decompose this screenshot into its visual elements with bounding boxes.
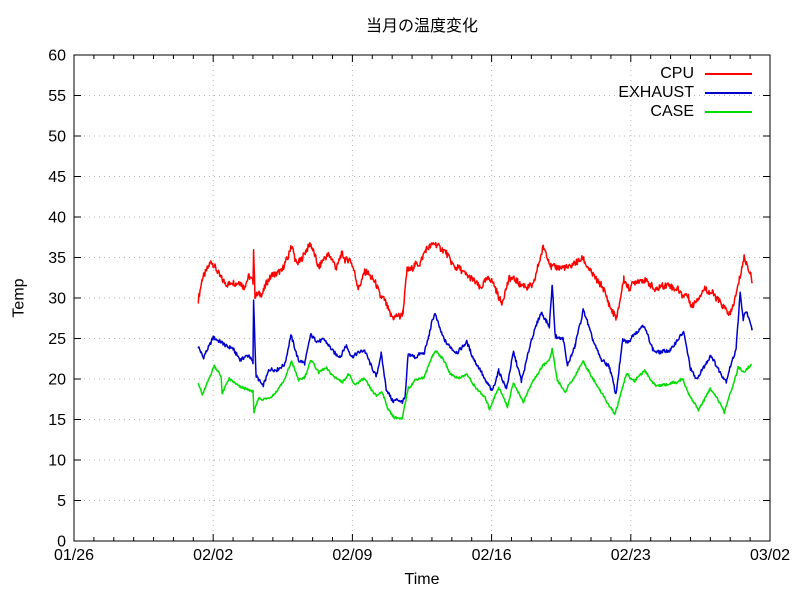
x-tick-label: 01/26 <box>54 547 94 564</box>
y-tick-label: 0 <box>57 534 66 551</box>
y-tick-label: 50 <box>48 129 66 146</box>
legend-label: CASE <box>650 103 694 120</box>
y-tick-label: 45 <box>48 169 66 186</box>
y-tick-label: 15 <box>48 412 66 429</box>
y-tick-label: 5 <box>57 493 66 510</box>
y-tick-label: 30 <box>48 291 66 308</box>
y-tick-label: 60 <box>48 48 66 65</box>
series-line-cpu <box>197 241 753 321</box>
x-tick-label: 02/23 <box>611 547 651 564</box>
legend: CPU EXHAUST CASE <box>618 64 752 121</box>
legend-label: EXHAUST <box>618 84 694 101</box>
chart-title: 当月の温度変化 <box>365 18 478 35</box>
y-tick-label: 35 <box>48 250 66 267</box>
legend-entry-cpu: CPU <box>618 64 752 83</box>
x-axis-label: Time <box>404 571 440 588</box>
legend-line-sample <box>705 110 752 113</box>
y-tick-label: 25 <box>48 331 66 348</box>
plot-frame <box>73 54 771 542</box>
x-tick-label: 02/09 <box>332 547 372 564</box>
legend-entry-case: CASE <box>618 102 752 121</box>
legend-label: CPU <box>660 65 694 82</box>
x-tick-label: 02/02 <box>193 547 233 564</box>
y-tick-label: 40 <box>48 210 66 227</box>
legend-entry-exhaust: EXHAUST <box>618 83 752 102</box>
legend-line-sample <box>705 72 752 75</box>
y-axis-label: Temp <box>10 278 28 318</box>
y-tick-label: 20 <box>48 372 66 389</box>
x-tick-label: 03/02 <box>750 547 790 564</box>
y-tick-label: 10 <box>48 453 66 470</box>
series-line-exhaust <box>197 284 753 405</box>
legend-line-sample <box>705 91 752 94</box>
y-tick-label: 55 <box>48 88 66 105</box>
series-line-case <box>197 347 752 420</box>
x-tick-label: 02/16 <box>472 547 512 564</box>
